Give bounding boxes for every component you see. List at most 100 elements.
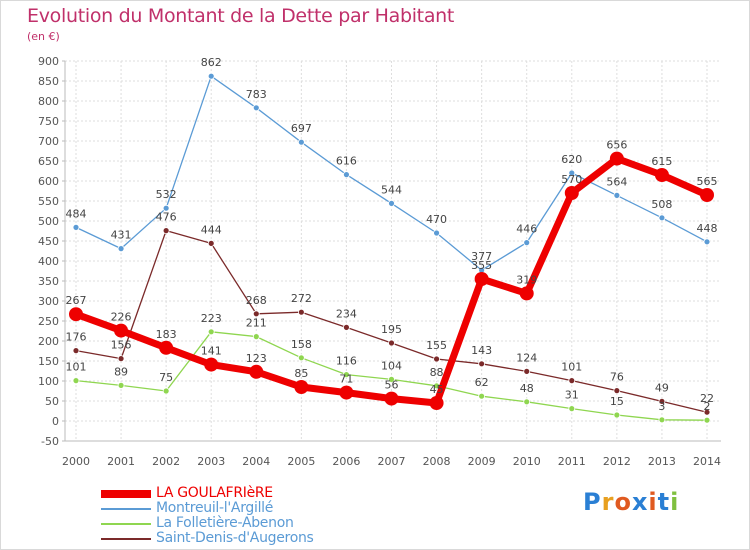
data-point bbox=[252, 310, 260, 318]
data-point bbox=[613, 411, 621, 419]
data-label: 615 bbox=[651, 155, 672, 168]
data-point bbox=[523, 239, 531, 247]
data-point bbox=[478, 360, 486, 368]
data-label: 158 bbox=[291, 338, 312, 351]
data-point bbox=[162, 204, 170, 212]
x-tick-label: 2012 bbox=[603, 455, 631, 468]
x-tick-label: 2007 bbox=[378, 455, 406, 468]
data-point bbox=[568, 169, 576, 177]
data-label: 444 bbox=[201, 223, 222, 236]
data-point bbox=[433, 229, 440, 237]
data-label: 484 bbox=[66, 207, 87, 220]
data-label: 71 bbox=[339, 373, 353, 386]
y-tick-label: 700 bbox=[38, 135, 59, 148]
data-point bbox=[564, 186, 579, 200]
y-tick-label: 650 bbox=[38, 155, 59, 168]
data-point bbox=[568, 405, 576, 413]
legend-swatch bbox=[101, 508, 151, 510]
x-tick-label: 2010 bbox=[513, 455, 541, 468]
data-label: 272 bbox=[291, 292, 312, 305]
data-point bbox=[568, 377, 576, 385]
data-point bbox=[523, 398, 531, 406]
data-point bbox=[69, 307, 83, 322]
data-label: 141 bbox=[201, 345, 222, 358]
x-tick-label: 2009 bbox=[468, 455, 496, 468]
legend-label: La Folletière-Abenon bbox=[156, 515, 294, 531]
data-point bbox=[654, 168, 669, 182]
x-tick-label: 2003 bbox=[197, 455, 225, 468]
data-point bbox=[249, 364, 264, 379]
data-label: 76 bbox=[610, 371, 624, 384]
data-point bbox=[343, 371, 350, 379]
data-label: 431 bbox=[111, 229, 132, 242]
data-point bbox=[114, 323, 129, 338]
legend-swatch bbox=[101, 538, 151, 540]
data-label: 195 bbox=[381, 323, 402, 336]
y-tick-label: 900 bbox=[38, 55, 59, 68]
x-tick-label: 2002 bbox=[152, 455, 180, 468]
data-point bbox=[433, 355, 440, 363]
data-label: 446 bbox=[516, 223, 537, 236]
data-point bbox=[294, 380, 309, 394]
x-tick-label: 2000 bbox=[62, 455, 90, 468]
x-tick-label: 2006 bbox=[332, 455, 360, 468]
legend-swatch bbox=[101, 490, 151, 498]
data-label: 448 bbox=[697, 222, 718, 235]
data-label: 564 bbox=[606, 175, 627, 188]
data-label: 234 bbox=[336, 307, 357, 320]
data-label: 49 bbox=[655, 381, 669, 394]
data-label: 143 bbox=[471, 344, 492, 357]
data-point bbox=[613, 191, 621, 199]
y-tick-label: 0 bbox=[52, 415, 59, 428]
data-label: 532 bbox=[156, 188, 177, 201]
data-point bbox=[658, 397, 666, 405]
data-point bbox=[384, 391, 399, 406]
data-label: 124 bbox=[516, 351, 537, 364]
data-point bbox=[703, 408, 711, 416]
data-point bbox=[478, 392, 486, 400]
y-tick-label: 600 bbox=[38, 175, 59, 188]
x-tick-label: 2014 bbox=[693, 455, 721, 468]
y-tick-label: 550 bbox=[38, 195, 59, 208]
data-point bbox=[658, 214, 666, 222]
data-point bbox=[388, 375, 395, 383]
data-label: 183 bbox=[156, 328, 177, 341]
data-label: 2 bbox=[704, 400, 711, 413]
y-tick-label: 300 bbox=[38, 295, 59, 308]
data-label: 508 bbox=[651, 198, 672, 211]
data-label: 470 bbox=[426, 213, 447, 226]
data-label: 45 bbox=[430, 383, 444, 396]
x-tick-label: 2013 bbox=[648, 455, 676, 468]
y-tick-label: 850 bbox=[38, 75, 59, 88]
y-tick-label: 350 bbox=[38, 275, 59, 288]
legend-label: Saint-Denis-d'Augerons bbox=[156, 530, 314, 546]
data-point bbox=[72, 223, 80, 231]
data-point bbox=[703, 416, 711, 424]
data-point bbox=[297, 308, 305, 316]
data-label: 22 bbox=[700, 392, 714, 405]
data-point bbox=[343, 323, 350, 331]
y-tick-label: 50 bbox=[45, 395, 59, 408]
y-tick-label: 750 bbox=[38, 115, 59, 128]
y-tick-label: -50 bbox=[41, 435, 59, 448]
data-point bbox=[700, 188, 714, 202]
data-point bbox=[703, 238, 711, 246]
x-tick-label: 2008 bbox=[423, 455, 451, 468]
data-label: 101 bbox=[561, 361, 582, 374]
data-label: 616 bbox=[336, 155, 357, 168]
y-tick-label: 450 bbox=[38, 235, 59, 248]
data-label: 570 bbox=[561, 173, 582, 186]
chart-title: Evolution du Montant de la Dette par Hab… bbox=[27, 5, 455, 27]
data-point bbox=[72, 347, 80, 355]
data-point bbox=[609, 151, 624, 166]
data-point bbox=[429, 396, 444, 410]
data-label: 48 bbox=[520, 382, 534, 395]
data-label: 156 bbox=[111, 339, 132, 352]
data-label: 377 bbox=[471, 250, 492, 263]
data-point bbox=[388, 339, 395, 347]
y-tick-label: 150 bbox=[38, 355, 59, 368]
data-label: 476 bbox=[156, 211, 177, 224]
y-tick-label: 500 bbox=[38, 215, 59, 228]
